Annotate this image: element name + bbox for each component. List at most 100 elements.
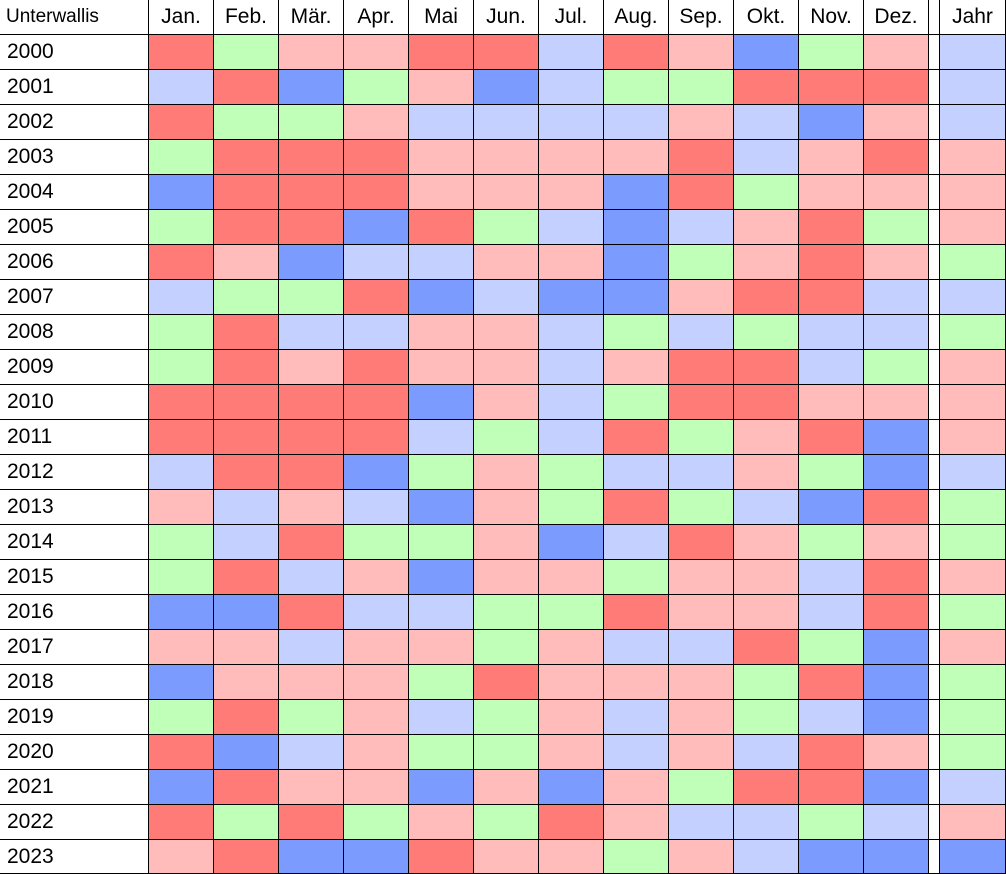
heatmap-cell — [604, 385, 669, 420]
heatmap-cell — [799, 630, 864, 665]
heatmap-cell — [474, 735, 539, 770]
heatmap-cell — [734, 35, 799, 70]
heatmap-cell — [279, 315, 344, 350]
heatmap-cell — [344, 840, 409, 874]
heatmap-cell — [864, 665, 929, 700]
heatmap-cell — [409, 630, 474, 665]
heatmap-cell — [669, 735, 734, 770]
year-label: 2022 — [0, 805, 149, 840]
heatmap-cell — [539, 280, 604, 315]
heatmap-cell — [214, 700, 279, 735]
heatmap-cell — [864, 630, 929, 665]
heatmap-cell — [214, 560, 279, 595]
heatmap-cell — [279, 385, 344, 420]
heatmap-cell — [734, 385, 799, 420]
heatmap-cell — [539, 630, 604, 665]
year-label: 2006 — [0, 245, 149, 280]
heatmap-cell — [409, 525, 474, 560]
annual-cell — [940, 630, 1006, 665]
heatmap-cell — [799, 595, 864, 630]
heatmap-cell — [604, 35, 669, 70]
heatmap-cell — [279, 525, 344, 560]
annual-cell — [940, 35, 1006, 70]
heatmap-cell — [604, 665, 669, 700]
year-label: 2010 — [0, 385, 149, 420]
annual-cell — [940, 245, 1006, 280]
column-gap — [929, 105, 940, 140]
heatmap-cell — [864, 805, 929, 840]
annual-cell — [940, 420, 1006, 455]
year-label: 2017 — [0, 630, 149, 665]
annual-cell — [940, 840, 1006, 874]
heatmap-cell — [539, 245, 604, 280]
heatmap-cell — [799, 735, 864, 770]
month-header: Apr. — [344, 0, 409, 35]
heatmap-cell — [799, 245, 864, 280]
heatmap-cell — [604, 525, 669, 560]
year-label: 2020 — [0, 735, 149, 770]
heatmap-cell — [214, 805, 279, 840]
heatmap-cell — [539, 700, 604, 735]
annual-cell — [940, 700, 1006, 735]
column-gap — [929, 70, 940, 105]
heatmap-cell — [864, 245, 929, 280]
heatmap-cell — [669, 665, 734, 700]
column-gap — [929, 210, 940, 245]
heatmap-cell — [734, 175, 799, 210]
heatmap-cell — [734, 105, 799, 140]
heatmap-cell — [344, 630, 409, 665]
heatmap-cell — [539, 315, 604, 350]
heatmap-cell — [799, 665, 864, 700]
heatmap-cell — [539, 455, 604, 490]
column-gap — [929, 700, 940, 735]
annual-cell — [940, 560, 1006, 595]
column-gap — [929, 350, 940, 385]
heatmap-cell — [799, 70, 864, 105]
column-gap — [929, 735, 940, 770]
heatmap-cell — [149, 210, 214, 245]
heatmap-cell — [669, 385, 734, 420]
heatmap-cell — [604, 105, 669, 140]
heatmap-cell — [864, 560, 929, 595]
heatmap-cell — [344, 665, 409, 700]
annual-cell — [940, 140, 1006, 175]
year-label: 2012 — [0, 455, 149, 490]
column-gap — [929, 140, 940, 175]
heatmap-cell — [799, 350, 864, 385]
annual-cell — [940, 735, 1006, 770]
heatmap-cell — [734, 420, 799, 455]
heatmap-cell — [214, 315, 279, 350]
month-header: Dez. — [864, 0, 929, 35]
heatmap-cell — [604, 735, 669, 770]
heatmap-cell — [149, 700, 214, 735]
heatmap-cell — [539, 805, 604, 840]
year-label: 2003 — [0, 140, 149, 175]
heatmap-cell — [539, 420, 604, 455]
heatmap-cell — [864, 35, 929, 70]
year-label: 2023 — [0, 840, 149, 874]
annual-cell — [940, 280, 1006, 315]
heatmap-cell — [539, 525, 604, 560]
heatmap-cell — [214, 140, 279, 175]
year-label: 2021 — [0, 770, 149, 805]
heatmap-cell — [409, 840, 474, 874]
region-label: Unterwallis — [0, 0, 149, 35]
year-label: 2014 — [0, 525, 149, 560]
heatmap-cell — [279, 140, 344, 175]
heatmap-cell — [149, 420, 214, 455]
annual-cell — [940, 525, 1006, 560]
heatmap-cell — [669, 490, 734, 525]
heatmap-cell — [344, 595, 409, 630]
heatmap-cell — [474, 420, 539, 455]
heatmap-cell — [474, 175, 539, 210]
heatmap-cell — [344, 245, 409, 280]
heatmap-cell — [149, 455, 214, 490]
heatmap-cell — [734, 140, 799, 175]
column-gap — [929, 455, 940, 490]
heatmap-cell — [344, 175, 409, 210]
heatmap-cell — [474, 455, 539, 490]
heatmap-cell — [864, 525, 929, 560]
heatmap-cell — [474, 595, 539, 630]
heatmap-cell — [344, 385, 409, 420]
annual-cell — [940, 350, 1006, 385]
